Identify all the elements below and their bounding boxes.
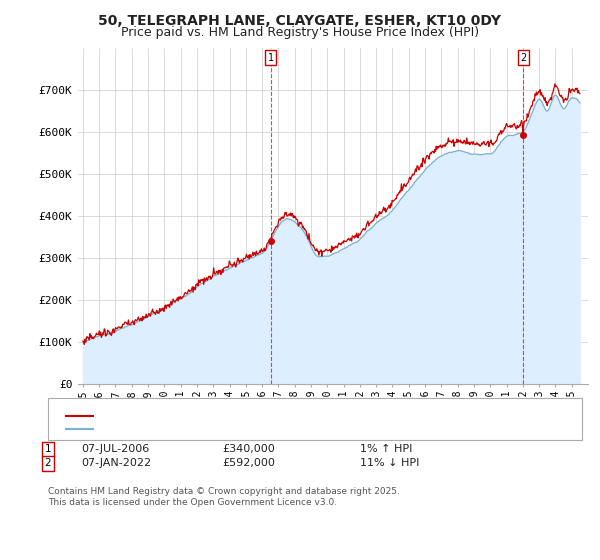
Text: 2: 2 (520, 53, 526, 63)
Text: £592,000: £592,000 (222, 458, 275, 468)
Text: Price paid vs. HM Land Registry's House Price Index (HPI): Price paid vs. HM Land Registry's House … (121, 26, 479, 39)
Text: 2: 2 (44, 458, 52, 468)
Text: 50, TELEGRAPH LANE, CLAYGATE, ESHER, KT10 0DY: 50, TELEGRAPH LANE, CLAYGATE, ESHER, KT1… (98, 14, 502, 28)
Text: 11% ↓ HPI: 11% ↓ HPI (360, 458, 419, 468)
Text: 07-JAN-2022: 07-JAN-2022 (81, 458, 151, 468)
Text: 1: 1 (268, 53, 274, 63)
Text: 1% ↑ HPI: 1% ↑ HPI (360, 444, 412, 454)
Text: £340,000: £340,000 (222, 444, 275, 454)
Text: 50, TELEGRAPH LANE, CLAYGATE, ESHER, KT10 0DY (semi-detached house): 50, TELEGRAPH LANE, CLAYGATE, ESHER, KT1… (96, 410, 464, 421)
Text: HPI: Average price, semi-detached house, Elmbridge: HPI: Average price, semi-detached house,… (96, 424, 353, 434)
Text: 1: 1 (44, 444, 52, 454)
Text: Contains HM Land Registry data © Crown copyright and database right 2025.
This d: Contains HM Land Registry data © Crown c… (48, 487, 400, 507)
Text: 07-JUL-2006: 07-JUL-2006 (81, 444, 149, 454)
